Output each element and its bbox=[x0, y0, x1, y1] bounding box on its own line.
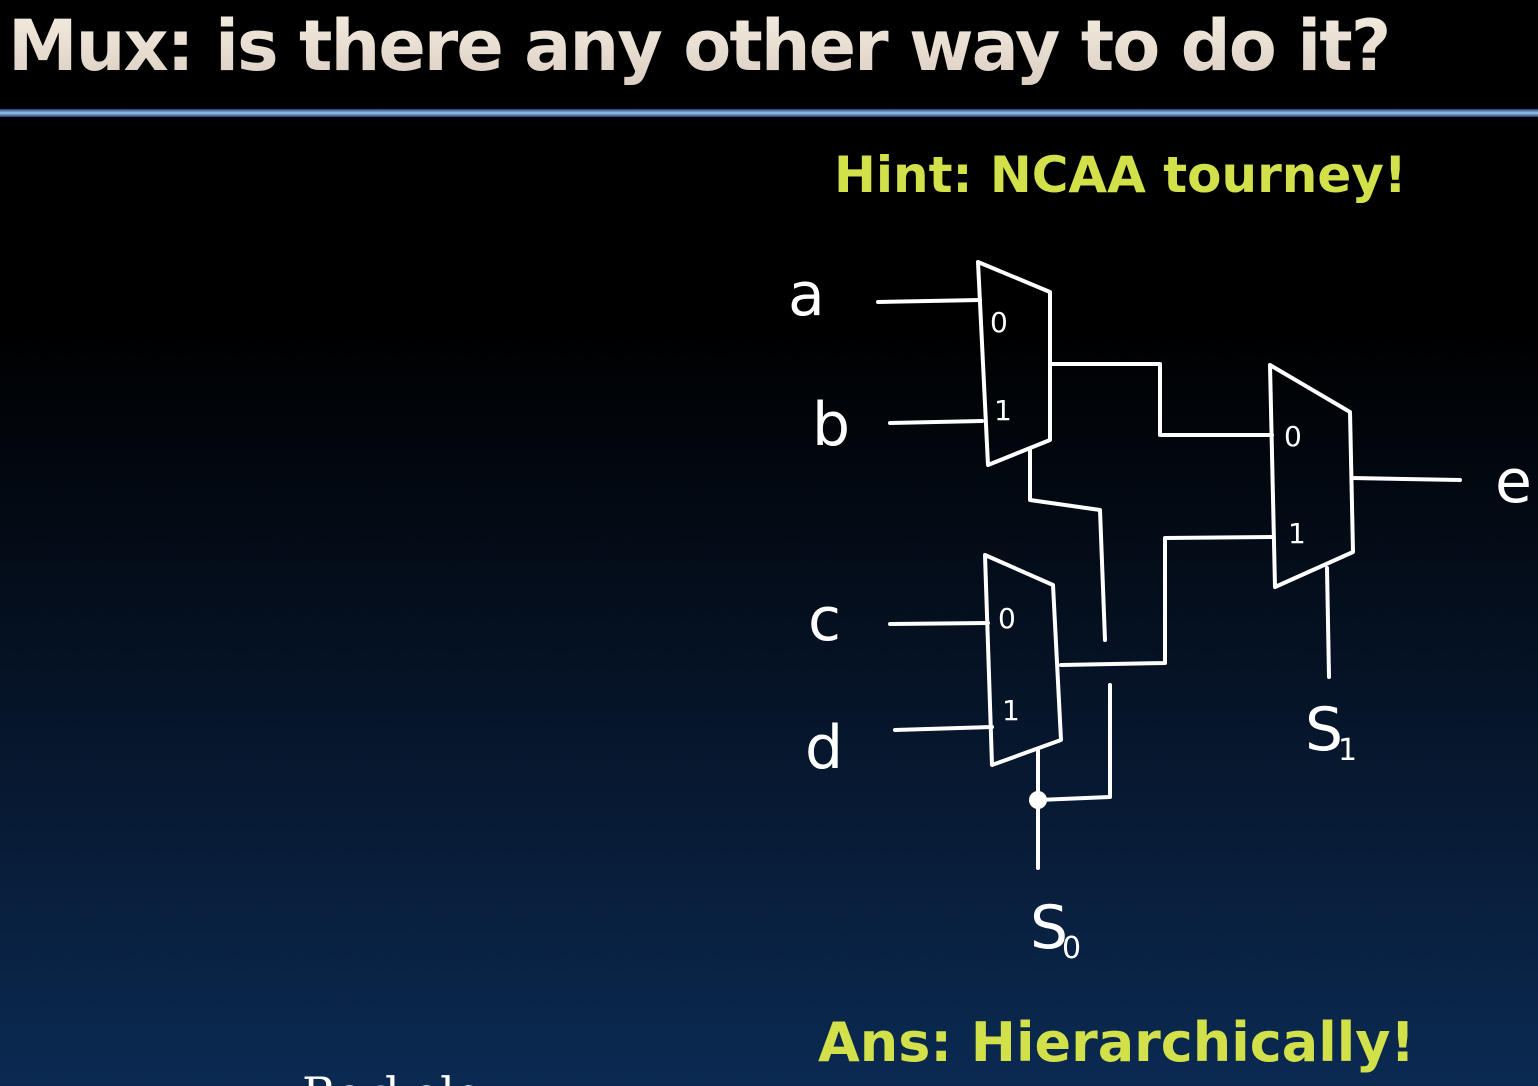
wire-e bbox=[1350, 476, 1462, 482]
label-input-b: b bbox=[812, 390, 850, 460]
answer-text: Ans: Hierarchically! bbox=[818, 1011, 1416, 1074]
wire-a-top bbox=[876, 298, 982, 304]
label-s0: S bbox=[1030, 893, 1068, 963]
mux-3-body bbox=[1268, 363, 1355, 589]
wire-s1 bbox=[1325, 566, 1331, 679]
mux-1-body bbox=[976, 260, 1052, 467]
mux3-pin-0: 0 bbox=[1284, 420, 1302, 453]
hint-text: Hint: NCAA tourney! bbox=[834, 146, 1407, 204]
mux3-pin-1: 1 bbox=[1288, 517, 1306, 550]
s0-junction-dot bbox=[1029, 791, 1047, 809]
wire-mux1-out bbox=[1048, 362, 1274, 437]
footer-partial-text: Berkeley bbox=[302, 1064, 508, 1086]
wire-mux2-out bbox=[1059, 535, 1274, 667]
label-input-d: d bbox=[805, 713, 843, 783]
label-s0-subscript: 0 bbox=[1062, 931, 1081, 966]
label-input-a-top: a bbox=[788, 260, 825, 330]
wire-c bbox=[888, 621, 990, 626]
label-s1-subscript: 1 bbox=[1338, 733, 1357, 768]
label-input-c: c bbox=[808, 585, 841, 655]
slide-title: Mux: is there any other way to do it? bbox=[8, 2, 1391, 90]
mux1-pin-0: 0 bbox=[990, 306, 1008, 339]
mux1-pin-1: 1 bbox=[994, 394, 1012, 427]
mux-2-body bbox=[983, 553, 1063, 767]
wire-s0-up bbox=[1028, 448, 1107, 642]
wire-b bbox=[888, 419, 984, 425]
label-output-e: e bbox=[1495, 447, 1532, 517]
mux-tree-diagram: 0 1 0 1 0 1 a b c d e S 0 S 1 bbox=[788, 260, 1532, 966]
mux2-pin-1: 1 bbox=[1002, 694, 1020, 727]
wire-d bbox=[893, 725, 994, 732]
label-s1: S bbox=[1305, 695, 1343, 765]
wire-s0-branch bbox=[1036, 683, 1112, 802]
title-divider bbox=[0, 109, 1538, 117]
mux2-pin-0: 0 bbox=[998, 602, 1016, 635]
